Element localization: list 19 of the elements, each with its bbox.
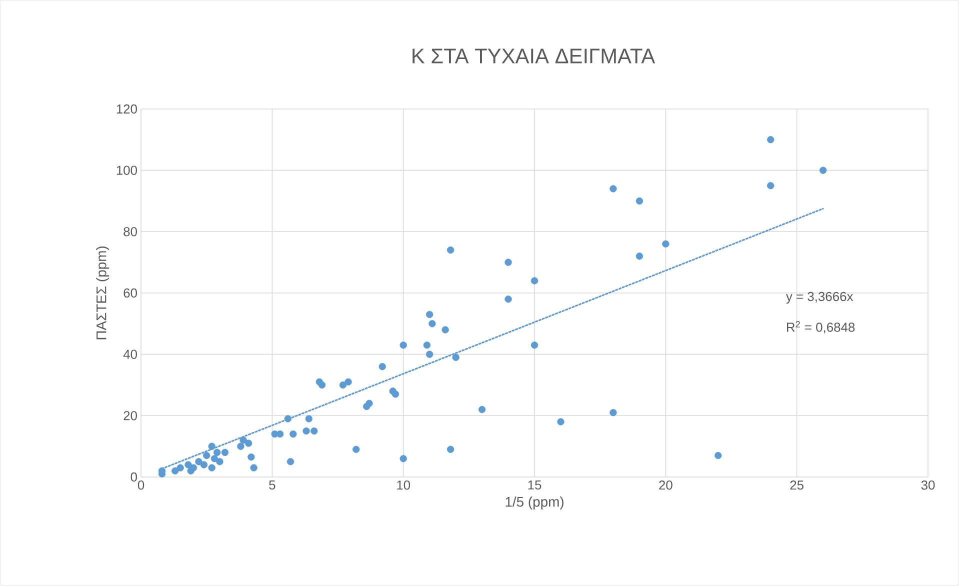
- y-tick-label: 60: [124, 288, 137, 298]
- y-tick-label: 20: [124, 411, 137, 420]
- x-tick-label: 30: [921, 480, 935, 490]
- x-tick-label: 25: [790, 480, 804, 490]
- x-tick-label: 10: [397, 480, 410, 490]
- annotation: R$^{2}$ = 0,6848: [787, 321, 855, 334]
- y-tick-label: 80: [124, 227, 137, 236]
- x-tick-label: 5: [269, 480, 276, 490]
- y-tick-label: 40: [123, 350, 137, 359]
- x-tick-label: 20: [659, 480, 672, 490]
- y-tick-label: 120: [116, 104, 137, 114]
- annotation: y = 3,3666x: [786, 292, 854, 304]
- y-axis-title: ΠΑΣΤΕΣ (ppm): [96, 246, 110, 340]
- x-tick-label: 15: [528, 480, 542, 490]
- y-tick-label: 100: [116, 166, 137, 175]
- x-axis-title: 1/5 (ppm): [506, 496, 564, 510]
- chart-title: Κ ΣΤΑ ΤΥΧΑΙΑ ΔΕΙΓΜΑΤΑ: [412, 48, 656, 64]
- y-tick-label: 0: [130, 472, 137, 482]
- x-tick-label: 0: [138, 480, 144, 490]
